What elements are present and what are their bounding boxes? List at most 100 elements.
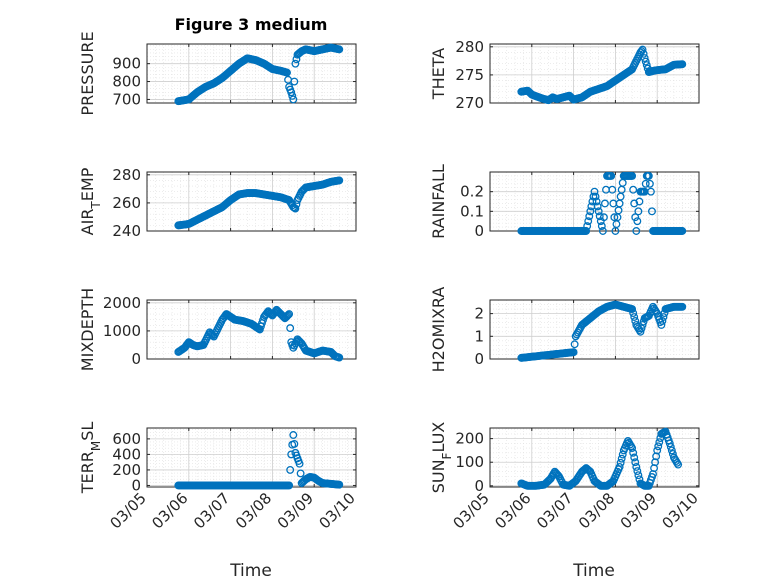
data-point [630,453,639,462]
y-axis-label: RAINFALL [429,164,448,239]
y-tick-label: 270 [455,94,484,112]
data-point [678,60,687,69]
subplot-h2omixra: 0 1 2 H2OMIXRA [429,287,700,373]
data-point [637,324,646,333]
y-tick-label: 0 [474,350,484,368]
data-series [517,300,687,362]
data-point [636,327,645,336]
data-point [630,313,639,321]
x-axis-label-right: Time [572,561,615,581]
y-axis-label: H2OMIXRA [429,287,448,373]
data-point [616,458,625,467]
data-point [284,311,293,320]
data-series [174,43,344,106]
data-point [629,448,638,457]
data-point [283,312,291,321]
data-point [207,330,216,339]
x-tick-label: 03/07 [190,489,233,532]
data-point [640,54,649,62]
y-tick-label: 0 [474,222,484,240]
data-point [630,199,639,208]
data-point [615,462,624,471]
data-point [632,227,641,235]
y-tick-label: 900 [112,55,141,73]
data-point [597,222,606,231]
data-series [174,305,344,362]
data-point [285,481,294,490]
data-point [598,227,607,235]
y-axis-label: PRESSURE [78,31,97,115]
y-axis-label: MIXDEPTH [78,288,97,371]
data-point [285,310,294,318]
data-point [634,471,643,480]
data-series [174,176,344,230]
x-tick-label: 03/08 [232,489,275,532]
x-tick-label: 03/05 [450,489,493,532]
y-tick-label: 1000 [103,322,141,340]
y-tick-label: 200 [455,430,484,448]
y-tick-label: 200 [112,461,141,479]
data-point [569,348,578,357]
data-point [674,460,683,469]
data-point [291,59,300,68]
data-point [654,442,663,451]
data-point [641,179,650,188]
y-axis-label: SUNFLUX [429,422,454,494]
data-point [590,187,599,196]
y-tick-label: 400 [112,445,141,463]
y-tick-label: 240 [112,222,141,240]
y-tick-label: 2000 [103,294,141,312]
data-point [335,480,344,489]
y-tick-label: 700 [112,90,141,108]
data-point [335,176,344,185]
data-series [517,45,687,105]
data-point [591,192,600,201]
x-tick-label: 03/09 [274,489,317,532]
data-point [655,438,664,447]
data-point [634,207,643,216]
data-point [592,197,601,206]
data-point [646,187,655,196]
data-point [594,207,603,216]
data-point [296,469,305,478]
data-point [583,222,592,231]
data-point [289,95,298,104]
data-point [287,450,296,459]
x-tick-label: 03/08 [575,489,618,532]
data-point [638,45,647,54]
data-point [585,212,594,221]
data-series [517,171,687,235]
data-point [653,446,662,455]
data-point [582,227,591,235]
data-point [288,91,297,100]
data-point [607,171,616,180]
x-tick-label: 03/06 [491,489,534,532]
y-axis-label: THETA [429,48,448,100]
y-axis-label: AIRTEMP [78,167,103,235]
y-tick-label: 0 [131,350,141,368]
data-series [174,431,344,490]
data-point [638,321,647,329]
x-axis-label-left: Time [229,561,272,581]
y-tick-label: 0 [474,477,484,495]
data-point [628,171,637,180]
data-point [286,324,295,333]
x-tick-label: 03/10 [659,489,702,532]
data-point [608,185,617,194]
y-tick-label: 800 [112,73,141,91]
data-point [290,439,299,448]
data-point [593,202,602,211]
data-point [617,454,626,463]
y-tick-label: 0 [131,476,141,494]
data-point [678,302,687,311]
y-tick-label: 280 [112,166,141,184]
subplot-mixdepth: 0 1000 2000 MIXDEPTH [78,288,357,371]
data-series [517,427,683,490]
subplot-air-temp: 240 260 280 AIRTEMP [78,166,357,240]
y-tick-label: 0.1 [460,202,484,220]
data-point [601,199,609,208]
data-point [283,68,291,77]
data-point [286,465,295,474]
